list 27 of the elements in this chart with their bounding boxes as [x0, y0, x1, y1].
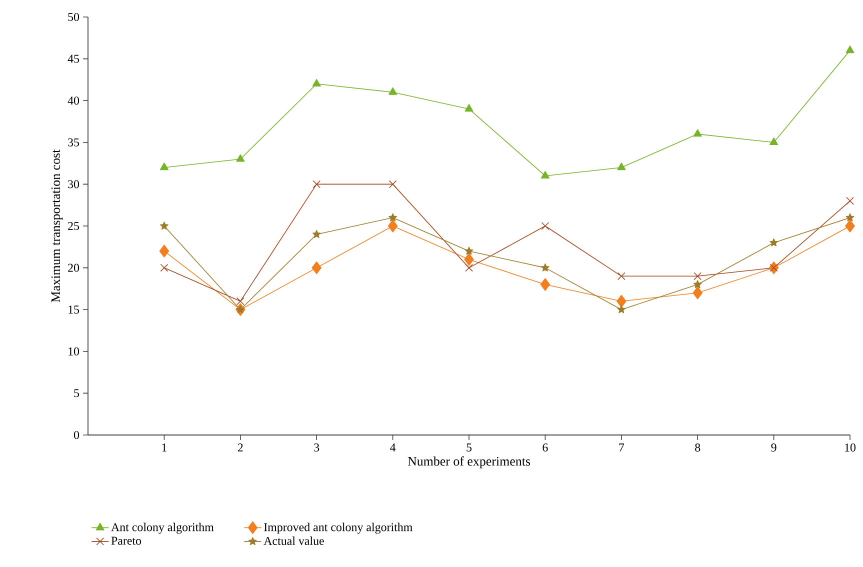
x-tick-label: 4 — [390, 443, 396, 452]
y-tick-label: 40 — [68, 96, 80, 105]
y-tick-label: 30 — [68, 180, 80, 188]
legend-label: Actual value — [264, 536, 324, 545]
y-tick-label: 15 — [68, 306, 80, 314]
x-axis-title: Number of experiments — [408, 456, 530, 468]
x-tick-label: 5 — [466, 444, 472, 452]
y-tick-label: 5 — [74, 389, 80, 398]
x-tick-label: 8 — [695, 444, 700, 452]
legend-label: Ant colony algorithm — [111, 522, 214, 534]
y-tick-label: 45 — [68, 54, 80, 63]
x-tick-label: 10 — [845, 444, 856, 452]
x-tick-label: 1 — [162, 444, 166, 452]
x-tick-label: 6 — [542, 443, 548, 452]
x-tick-label: 7 — [619, 444, 624, 452]
y-axis-title: Maximum transportation cost — [51, 149, 63, 302]
y-tick-label: 50 — [68, 12, 80, 22]
y-tick-label: 25 — [68, 222, 80, 230]
y-tick-label: 20 — [68, 264, 80, 272]
x-tick-label: 3 — [314, 443, 320, 452]
x-tick-label: 9 — [771, 443, 776, 452]
legend-label: Improved ant colony algorithm — [264, 522, 412, 534]
x-tick-label: 2 — [238, 443, 243, 452]
y-tick-label: 35 — [68, 138, 80, 146]
y-tick-label: 0 — [74, 430, 80, 440]
legend-label: Pareto — [111, 536, 142, 545]
y-tick-label: 10 — [68, 347, 80, 356]
